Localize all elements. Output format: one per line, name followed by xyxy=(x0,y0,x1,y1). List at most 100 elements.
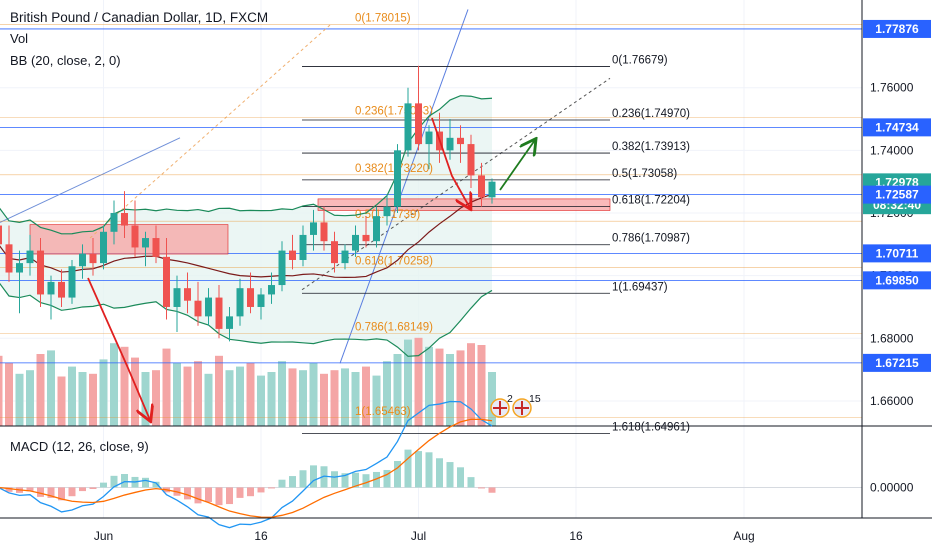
candle-body xyxy=(47,281,55,295)
bollinger-band-fill xyxy=(0,95,492,357)
volume-bar xyxy=(131,357,139,426)
macd-histogram-bar xyxy=(205,487,212,503)
macd-histogram-bar xyxy=(425,452,433,488)
volume-bar xyxy=(309,363,318,426)
volume-bar xyxy=(89,373,97,426)
candle-body xyxy=(278,250,286,286)
price-axis-tag xyxy=(863,19,931,38)
macd-histogram-bar xyxy=(89,487,97,490)
macd-histogram-bar xyxy=(394,461,401,488)
volume-indicator-label[interactable]: Vol xyxy=(10,31,29,46)
candle-body xyxy=(173,288,181,307)
volume-bar xyxy=(393,354,402,426)
candle-body xyxy=(26,250,34,264)
volume-bar xyxy=(99,359,108,426)
bollinger-bands-label[interactable]: BB (20, close, 2, 0) xyxy=(10,53,121,68)
macd-histogram-bar xyxy=(268,487,275,489)
macd-histogram-bar xyxy=(341,473,349,488)
volume-bar xyxy=(372,375,381,426)
candle-body xyxy=(68,266,76,298)
fib-orange-label: 0.236(1.75053) xyxy=(355,105,433,117)
candle-body xyxy=(194,300,202,317)
time-axis-tick-label: Jul xyxy=(411,529,426,543)
macd-histogram-bar xyxy=(478,487,485,489)
volume-bar xyxy=(425,346,433,426)
macd-histogram-bar xyxy=(289,476,296,488)
trend-line xyxy=(89,24,331,239)
bollinger-lower-band xyxy=(0,282,493,357)
price-axis-tick-label: 1.74000 xyxy=(870,143,914,157)
volume-bar xyxy=(362,366,370,426)
volume-bar xyxy=(456,350,465,426)
macd-histogram-bar xyxy=(5,487,13,492)
chart-title: British Pound / Canadian Dollar, 1D, FXC… xyxy=(10,10,269,25)
candle-body xyxy=(362,234,370,242)
macd-histogram-bar xyxy=(446,462,454,488)
price-axis-tag-label: 1.67215 xyxy=(875,356,919,370)
fib-black-label: 1(1.69437) xyxy=(612,281,668,293)
price-axis-tag xyxy=(863,271,931,290)
price-axis-tag xyxy=(863,244,931,263)
volume-bar xyxy=(204,373,213,426)
volume-bar xyxy=(78,372,87,426)
candle-body xyxy=(79,253,86,267)
trend-line xyxy=(0,137,181,223)
volume-bar xyxy=(26,370,34,426)
volume-bar xyxy=(246,363,255,426)
macd-histogram-bar xyxy=(215,487,223,506)
candle-body xyxy=(110,213,118,232)
macd-histogram-bar xyxy=(79,487,86,492)
macd-axis-tick-label: 0.00000 xyxy=(870,480,914,494)
macd-signal-line xyxy=(0,418,493,518)
volume-bar xyxy=(414,337,423,426)
macd-histogram-bar xyxy=(100,482,107,488)
volume-bar xyxy=(0,355,3,426)
macd-histogram-bar xyxy=(142,477,149,488)
volume-bar xyxy=(435,348,444,426)
candle-body xyxy=(352,234,359,251)
macd-histogram-bar xyxy=(68,487,76,497)
volume-bar xyxy=(278,361,286,426)
candle-body xyxy=(226,316,233,329)
time-axis-tick-label: 16 xyxy=(254,529,268,543)
volume-bar xyxy=(288,368,297,426)
candle-body xyxy=(131,225,139,248)
candle-body xyxy=(310,222,317,235)
volume-bar xyxy=(215,355,223,426)
macd-histogram-bar xyxy=(415,451,422,488)
volume-bar xyxy=(351,372,360,426)
fib-orange-label: 0(1.78015) xyxy=(355,13,411,25)
candle-body xyxy=(215,297,223,329)
volume-bar xyxy=(141,372,150,426)
volume-bar xyxy=(330,370,339,426)
time-axis-tick-label: 16 xyxy=(569,529,583,543)
trend-line xyxy=(339,9,469,364)
volume-bar xyxy=(477,345,486,426)
candle-body xyxy=(299,234,307,260)
price-axis-tag-label: 1.74734 xyxy=(875,120,919,134)
volume-bar xyxy=(152,370,160,426)
volume-bar xyxy=(173,363,181,426)
fib-orange-label: 1(1.65463) xyxy=(355,406,411,418)
volume-bar xyxy=(5,363,13,426)
fib-black-label: 0.382(1.73913) xyxy=(612,141,690,153)
macd-histogram-bar xyxy=(184,487,191,500)
volume-bar xyxy=(467,343,475,426)
macd-histogram-bar xyxy=(362,474,370,488)
volume-bar xyxy=(68,366,76,426)
price-axis-tag-label: 1.72587 xyxy=(875,188,919,202)
candle-body xyxy=(467,144,475,176)
price-axis-tick-label: 1.76000 xyxy=(870,81,914,95)
volume-bar xyxy=(488,372,496,426)
macd-histogram-bar xyxy=(26,487,34,492)
macd-histogram-bar xyxy=(257,487,265,493)
macd-indicator-label[interactable]: MACD (12, 26, close, 9) xyxy=(10,439,149,454)
macd-histogram-bar xyxy=(467,477,475,488)
fib-black-label: 0.236(1.74970) xyxy=(612,108,690,120)
candle-body xyxy=(142,238,149,248)
candle-body xyxy=(341,250,349,264)
volume-bar xyxy=(194,361,202,426)
volume-bar xyxy=(257,375,265,426)
macd-histogram-bar xyxy=(47,487,55,498)
